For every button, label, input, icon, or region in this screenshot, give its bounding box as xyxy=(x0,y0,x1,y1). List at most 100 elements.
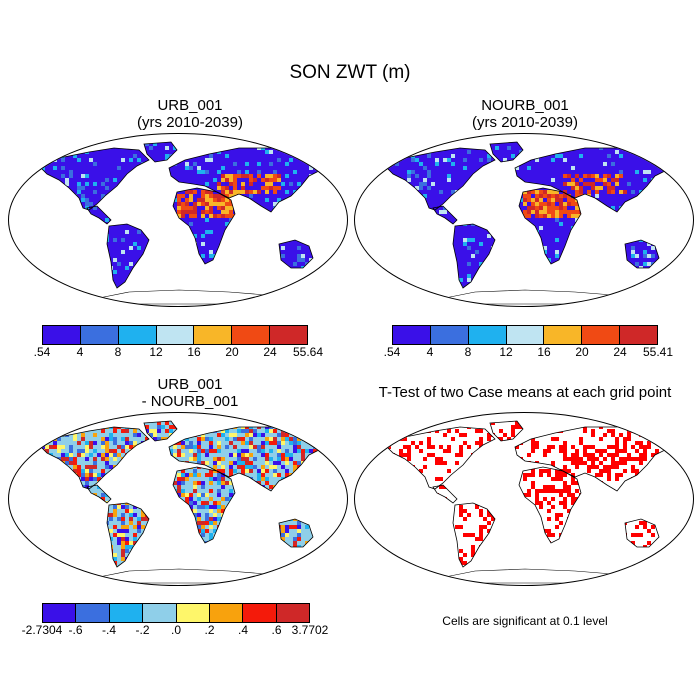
colorbar-urb-tick-label: 12 xyxy=(149,345,163,359)
colorbar-nourb-swatch xyxy=(430,326,469,344)
colorbar-urb-swatch xyxy=(194,326,233,344)
colorbar-urb-swatch xyxy=(118,326,157,344)
colorbar-diff: -2.7304 -.6 -.4 -.2 .0 .2 .4 .6 3.7702 xyxy=(22,603,329,637)
colorbar-urb-swatch xyxy=(232,326,271,344)
colorbar-nourb-tick-label: 12 xyxy=(499,345,513,359)
coastline xyxy=(86,205,112,225)
ttest-note: Cells are significant at 0.1 level xyxy=(442,614,608,628)
colorbar-nourb-tick-label: .54 xyxy=(383,345,401,359)
colorbar-diff-tick-label: .2 xyxy=(204,623,215,637)
coastline xyxy=(414,568,656,584)
colorbar-nourb-swatch xyxy=(468,326,507,344)
colorbar-nourb-tick-label: 24 xyxy=(613,345,627,359)
map-urb xyxy=(8,133,348,307)
coastline xyxy=(432,205,458,225)
panel-urb-title-line2: (yrs 2010-2039) xyxy=(137,114,243,131)
coastline xyxy=(168,147,326,213)
colorbar-diff-tick-label: .0 xyxy=(170,623,182,637)
colorbar-nourb-swatch xyxy=(506,326,545,344)
map-nourb-svg xyxy=(384,141,672,305)
colorbar-urb-swatch xyxy=(43,326,81,344)
coastline xyxy=(168,426,326,492)
colorbar-urb-swatches xyxy=(42,325,308,345)
coastline xyxy=(518,466,582,544)
map-land-fill xyxy=(39,142,325,288)
colorbar-urb-tick-label: 20 xyxy=(225,345,239,359)
coastline xyxy=(143,141,178,163)
colorbar-nourb-swatch xyxy=(544,326,583,344)
map-diff-svg xyxy=(38,420,326,584)
coastline xyxy=(452,223,496,289)
colorbar-diff-tick-label: .4 xyxy=(237,623,249,637)
coastline xyxy=(172,187,236,265)
colorbar-diff-tick-label: 3.7702 xyxy=(291,623,329,637)
colorbar-diff-tick-label: -.2 xyxy=(135,623,150,637)
coastline xyxy=(414,289,656,305)
page-title: SON ZWT (m) xyxy=(289,62,411,83)
colorbar-nourb-tick-label: 8 xyxy=(464,345,472,359)
coastline xyxy=(278,518,314,548)
colorbar-urb-tick-label: 8 xyxy=(114,345,122,359)
colorbar-diff-swatch xyxy=(43,604,77,622)
colorbar-urb-tick-label: 4 xyxy=(76,345,84,359)
colorbar-nourb-swatches xyxy=(392,325,658,345)
colorbar-diff-ticks: -2.7304 -.6 -.4 -.2 .0 .2 .4 .6 3.7702 xyxy=(22,623,329,637)
colorbar-urb: .54 4 8 12 16 20 24 55.64 xyxy=(34,325,323,359)
map-land-fill xyxy=(385,142,671,288)
panel-urb-title: URB_001 (yrs 2010-2039) xyxy=(40,97,340,131)
coastline xyxy=(38,147,150,211)
map-urb-svg xyxy=(38,141,326,305)
panel-ttest-title-line1: T-Test of two Case means at each grid po… xyxy=(378,384,672,401)
colorbar-urb-swatch xyxy=(80,326,119,344)
colorbar-diff-swatch xyxy=(143,604,177,622)
coastline xyxy=(432,484,458,504)
coastline xyxy=(514,426,672,492)
panel-nourb-title-line1: NOURB_001 xyxy=(481,97,569,114)
colorbar-nourb-swatch xyxy=(582,326,621,344)
panel-nourb-title-line2: (yrs 2010-2039) xyxy=(472,114,578,131)
colorbar-nourb-swatch xyxy=(393,326,431,344)
colorbar-urb-tick-label: 55.64 xyxy=(292,345,324,359)
coastline xyxy=(452,502,496,568)
panel-diff-title-line1: URB_001 xyxy=(157,376,223,393)
coastline xyxy=(172,466,236,544)
panel-diff-title-line2: - NOURB_001 xyxy=(141,393,239,410)
colorbar-nourb-tick-label: 20 xyxy=(575,345,589,359)
map-nourb xyxy=(354,133,694,307)
coastline xyxy=(68,289,310,305)
map-ttest-svg xyxy=(384,420,672,584)
colorbar-urb-ticks: .54 4 8 12 16 20 24 55.64 xyxy=(34,345,323,359)
panel-urb-title-line1: URB_001 xyxy=(157,97,223,114)
map-ttest xyxy=(354,412,694,586)
coastline xyxy=(384,147,496,211)
coastline xyxy=(489,420,524,442)
colorbar-diff-tick-label: -.6 xyxy=(68,623,83,637)
map-land-fill xyxy=(39,421,325,567)
colorbar-diff-tick-label: .6 xyxy=(271,623,282,637)
panel-diff-title: URB_001 - NOURB_001 xyxy=(40,376,340,410)
coastline xyxy=(624,239,660,269)
colorbar-diff-swatch xyxy=(109,604,144,622)
colorbar-urb-swatch xyxy=(156,326,195,344)
map-land-fill xyxy=(385,421,671,567)
colorbar-nourb-ticks: .54 4 8 12 16 20 24 55.41 xyxy=(384,345,673,359)
panel-nourb-title: NOURB_001 (yrs 2010-2039) xyxy=(375,97,675,131)
map-diff xyxy=(8,412,348,586)
coastline xyxy=(624,518,660,548)
colorbar-diff-swatches xyxy=(42,603,310,623)
coastline xyxy=(106,502,150,568)
colorbar-urb-swatch xyxy=(270,326,308,344)
colorbar-diff-swatch xyxy=(76,604,110,622)
colorbar-nourb-tick-label: 16 xyxy=(537,345,551,359)
colorbar-diff-swatch xyxy=(276,604,309,622)
coastline xyxy=(489,141,524,163)
colorbar-nourb-tick-label: 4 xyxy=(426,345,434,359)
colorbar-nourb-swatch xyxy=(620,326,658,344)
colorbar-diff-swatch xyxy=(243,604,277,622)
colorbar-diff-tick-label: -2.7304 xyxy=(21,623,63,637)
colorbar-urb-tick-label: .54 xyxy=(33,345,51,359)
coastline xyxy=(278,239,314,269)
coastline xyxy=(106,223,150,289)
colorbar-nourb-tick-label: 55.41 xyxy=(642,345,674,359)
colorbar-urb-tick-label: 16 xyxy=(187,345,201,359)
